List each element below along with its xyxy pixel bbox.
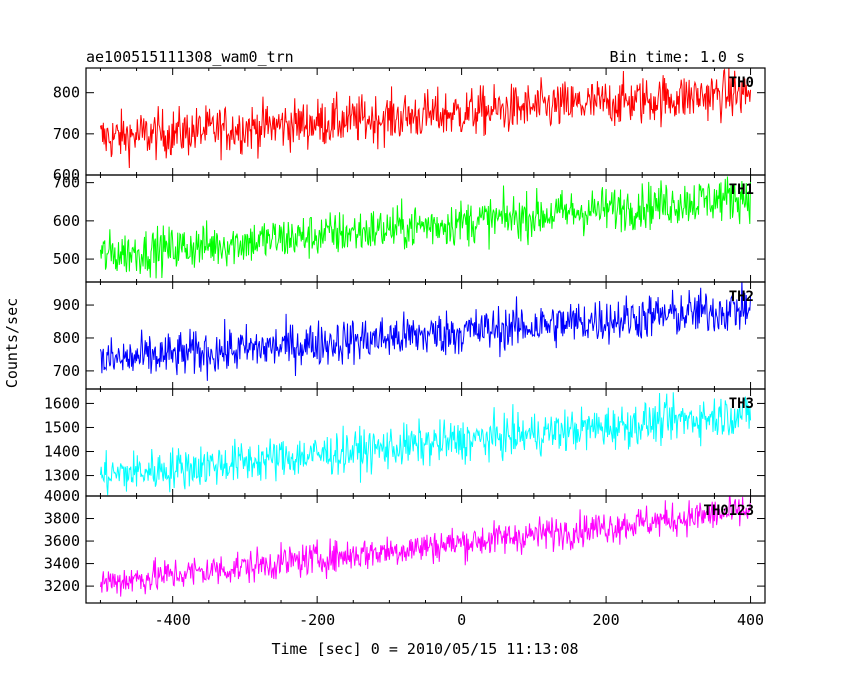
series-line-th0	[99, 68, 752, 169]
panel-frame	[85, 174, 766, 283]
x-axis-label: Time [sec] 0 = 2010/05/15 11:13:08	[271, 640, 578, 658]
y-tick-label: 3800	[44, 510, 80, 528]
panel-label: TH0	[729, 75, 754, 91]
series-line-th1	[99, 176, 752, 279]
panel-th1: 500 600 700 TH1	[53, 174, 766, 283]
y-tick-label: 1500	[44, 418, 80, 436]
y-tick-label: 3200	[44, 577, 80, 595]
chart-title: ae100515111308_wam0_trn	[86, 48, 294, 66]
y-tick-label: 1300	[44, 467, 80, 485]
y-tick-label: 500	[53, 250, 80, 268]
panel-th0123: 3200 3400 3600 3800 4000 TH0123	[44, 487, 766, 604]
y-tick-label: 600	[53, 212, 80, 230]
panel-label: TH1	[729, 182, 754, 198]
y-tick-label: 900	[53, 296, 80, 314]
y-axis-label: Counts/sec	[3, 298, 21, 388]
x-tick-label: -200	[299, 611, 335, 629]
y-tick-label: 3400	[44, 555, 80, 573]
panel-label: TH2	[729, 289, 754, 305]
panel-th0: 600 700 800 TH0	[53, 67, 766, 184]
x-tick-label: 0	[457, 611, 466, 629]
y-tick-label: 700	[53, 362, 80, 380]
y-tick-label: 700	[53, 125, 80, 143]
x-tick-label: 400	[737, 611, 764, 629]
y-tick-label: 4000	[44, 487, 80, 505]
y-tick-label: 1600	[44, 394, 80, 412]
x-tick-label: -400	[155, 611, 191, 629]
y-tick-label: 600	[53, 166, 80, 184]
panel-label: TH0123	[703, 503, 754, 519]
y-tick-label: 3600	[44, 532, 80, 550]
panel-label: TH3	[729, 396, 754, 412]
bin-time-label: Bin time: 1.0 s	[610, 48, 745, 66]
series-line-th0123	[99, 496, 752, 597]
y-tick-label: 800	[53, 84, 80, 102]
panel-th2: 700 800 900 TH2	[53, 281, 766, 390]
panel-th3: 1300 1400 1500 1600 TH3	[44, 388, 766, 497]
x-tick-label: 200	[593, 611, 620, 629]
y-tick-label: 700	[53, 174, 80, 192]
y-tick-label: 800	[53, 329, 80, 347]
y-tick-label: 1400	[44, 443, 80, 461]
series-line-th3	[99, 392, 752, 496]
series-line-th2	[99, 282, 752, 381]
